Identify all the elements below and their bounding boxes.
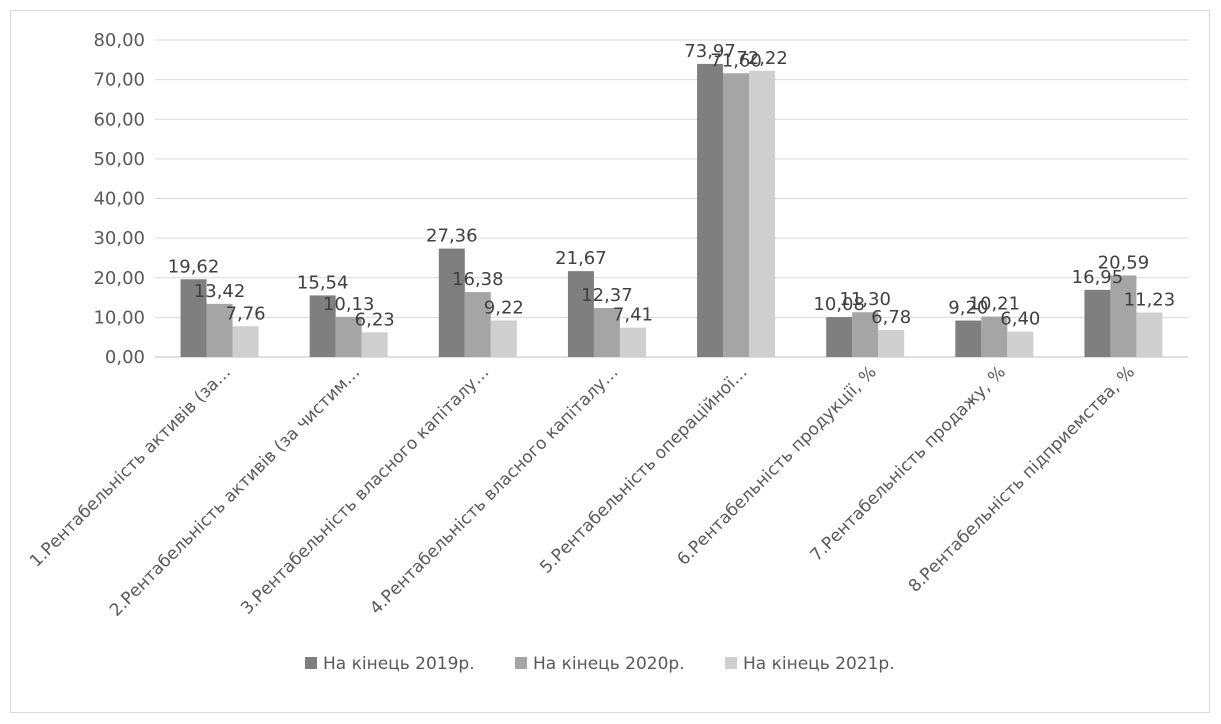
data-label: 6,78 — [871, 307, 911, 328]
bar-8-series-3 — [1136, 312, 1163, 357]
data-label: 27,36 — [426, 226, 478, 247]
bar-8-series-1 — [1084, 289, 1111, 357]
legend-entry: На кінець 2020р. — [533, 654, 685, 674]
legend-entry: На кінець 2021р. — [743, 654, 895, 674]
data-label: 71,60 — [710, 50, 762, 71]
chart-frame — [10, 10, 1210, 713]
bar-5-series-3 — [749, 70, 776, 357]
data-label: 7,41 — [613, 305, 653, 326]
bar-2-series-1 — [309, 295, 336, 357]
y-tick-label: 80,00 — [93, 30, 145, 51]
data-label: 73,97 — [684, 41, 736, 62]
bar-6-series-1 — [826, 317, 853, 357]
y-tick-label: 20,00 — [93, 268, 145, 289]
bar-1-series-1 — [180, 279, 207, 357]
legend-swatch — [725, 657, 737, 669]
bar-3-series-1 — [438, 248, 465, 357]
y-tick-label: 70,00 — [93, 70, 145, 91]
data-label: 19,62 — [168, 256, 220, 277]
bar-7-series-3 — [1007, 331, 1034, 357]
bar-4-series-2 — [593, 307, 620, 357]
bar-4-series-1 — [567, 271, 594, 357]
data-label: 12,37 — [581, 285, 633, 306]
data-label: 10,21 — [969, 294, 1021, 315]
x-category-label: 4.Рентабельність власного капіталу… — [366, 362, 622, 618]
y-tick-label: 60,00 — [93, 109, 145, 130]
bar-8-series-2 — [1110, 275, 1137, 357]
legend-swatch — [305, 657, 317, 669]
y-tick-label: 40,00 — [93, 189, 145, 210]
data-label: 15,54 — [297, 272, 349, 293]
bar-6-series-2 — [852, 312, 879, 357]
legend-entry: На кінець 2019р. — [323, 654, 475, 674]
y-tick-label: 30,00 — [93, 228, 145, 249]
bars — [180, 63, 1163, 358]
x-category-label: 1.Рентабельність активів (за… — [26, 362, 235, 571]
data-label: 10,08 — [813, 294, 865, 315]
data-label: 6,23 — [355, 309, 395, 330]
bar-6-series-3 — [878, 330, 905, 357]
data-label: 9,22 — [484, 297, 524, 318]
data-label: 20,59 — [1098, 252, 1150, 273]
bar-2-series-2 — [335, 316, 362, 357]
x-category-label: 8.Рентабельність підприемства, % — [905, 362, 1139, 596]
x-category-label: 6.Рентабельність продукції, % — [673, 362, 880, 569]
bar-1-series-2 — [206, 303, 233, 357]
data-label: 10,13 — [323, 294, 375, 315]
data-label: 11,30 — [839, 289, 891, 310]
data-label: 16,95 — [1072, 267, 1124, 288]
x-axis-categories: 1.Рентабельність активів (за…2.Рентабель… — [26, 362, 1139, 620]
data-label: 7,76 — [226, 303, 266, 324]
x-category-label: 3.Рентабельність власного капіталу… — [237, 362, 493, 618]
bar-7-series-1 — [955, 320, 982, 357]
y-axis-ticks: 0,00 10,00 20,00 30,00 40,00 50,00 60,00 70,00 8… — [93, 30, 145, 368]
data-label: 6,40 — [1000, 309, 1040, 330]
bar-1-series-3 — [232, 326, 259, 357]
bar-5-series-2 — [723, 73, 750, 357]
bar-7-series-2 — [981, 316, 1008, 357]
data-label: 9,20 — [948, 298, 988, 319]
legend-swatch — [515, 657, 527, 669]
data-label: 16,38 — [452, 269, 504, 290]
bar-3-series-2 — [464, 292, 491, 357]
bar-2-series-3 — [361, 332, 388, 357]
y-tick-label: 10,00 — [93, 307, 145, 328]
data-label: 21,67 — [555, 248, 607, 269]
x-category-label: 2.Рентабельність активів (за чистим… — [106, 362, 364, 620]
x-category-label: 5.Рентабельність операційної… — [536, 362, 751, 577]
data-label: 11,23 — [1124, 290, 1176, 311]
bar-4-series-3 — [619, 327, 646, 357]
y-tick-label: 50,00 — [93, 149, 145, 170]
bar-3-series-3 — [490, 320, 517, 357]
data-label: 72,22 — [736, 48, 788, 69]
y-tick-label: 0,00 — [105, 347, 145, 368]
bar-5-series-1 — [697, 63, 724, 358]
legend: На кінець 2019р. На кінець 2020р. На кінец… — [305, 654, 895, 674]
data-label: 13,42 — [194, 281, 246, 302]
